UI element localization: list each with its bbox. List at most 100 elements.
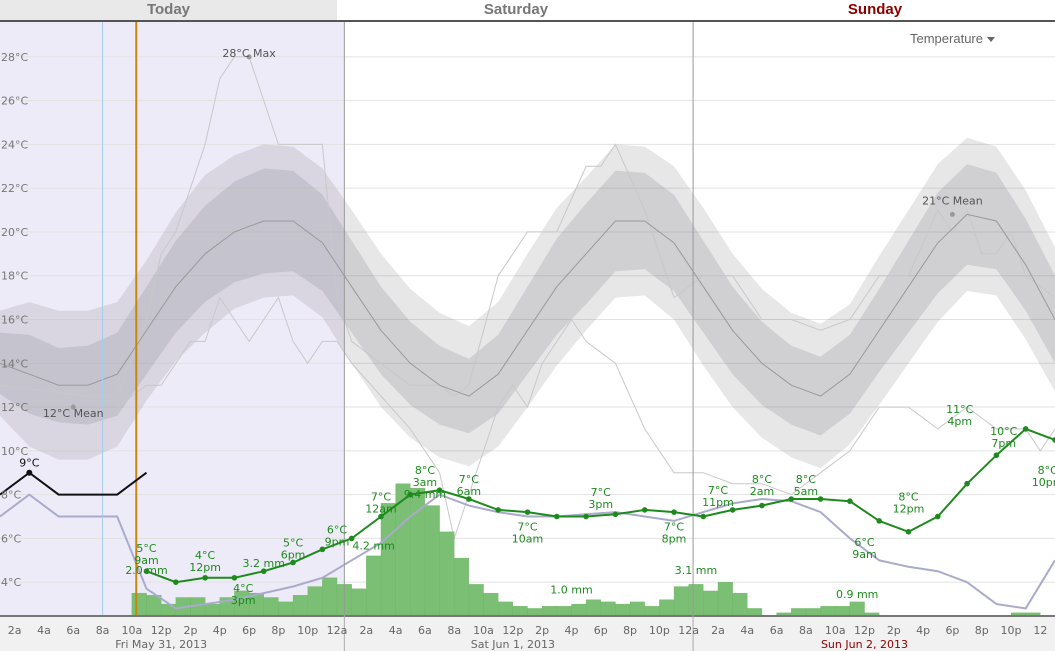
x-tick-label: 2p — [183, 624, 197, 637]
forecast-point — [290, 559, 296, 566]
precip-bar — [659, 599, 675, 616]
annotation-label: 5am — [794, 485, 818, 498]
history-min-line — [116, 296, 1055, 541]
precip-bar — [454, 557, 470, 616]
x-tick-label: 10a — [473, 624, 494, 637]
forecast-point — [671, 509, 677, 515]
x-tick-label: 10a — [825, 624, 846, 637]
observed-line — [0, 471, 148, 496]
y-tick-label: 6°C — [1, 532, 21, 545]
x-tick-label: 2p — [535, 624, 549, 637]
annotation-label: 4.2 mm — [352, 539, 394, 552]
forecast-point — [466, 496, 472, 502]
forecast-point — [1022, 426, 1029, 432]
annotation-label: 4°C — [233, 582, 253, 595]
temperature-dropdown[interactable]: Temperature — [910, 31, 995, 46]
x-tick-label: 8p — [975, 624, 989, 637]
y-tick-label: 20°C — [1, 226, 28, 239]
day-header-sunday[interactable]: Sunday — [695, 0, 1055, 21]
annotation-label: 9am — [134, 554, 158, 567]
x-tick-label: 10p — [649, 624, 670, 637]
x-tick-label: 6a — [66, 624, 80, 637]
precip-bar — [747, 608, 763, 616]
precip-bar — [278, 601, 294, 616]
annotation-label: 2am — [750, 485, 774, 498]
annotation-label: 7°C — [517, 521, 537, 534]
annotation-label: 12am — [365, 503, 396, 516]
x-tick-label: 8p — [271, 624, 285, 637]
y-tick-label: 8°C — [1, 489, 21, 502]
x-tick-label: 4p — [213, 624, 227, 637]
precip-bar — [263, 597, 279, 616]
day-header-today-label: Today — [146, 1, 191, 18]
precip-bar — [571, 603, 587, 616]
precip-bar — [1010, 612, 1026, 616]
annotation-label: 8°C — [415, 464, 435, 477]
x-tick-label: 4p — [564, 624, 578, 637]
forecast-point — [1052, 437, 1055, 443]
precip-bar — [366, 555, 382, 616]
precip-bar — [835, 606, 851, 616]
precip-bar — [204, 603, 220, 616]
precip-bar — [322, 577, 338, 616]
x-tick-label: 4a — [389, 624, 403, 637]
precip-bar — [732, 592, 748, 616]
x-axis-strip — [0, 615, 1055, 651]
y-tick-label: 14°C — [1, 357, 28, 370]
forecast-point — [436, 487, 443, 494]
annotation-label: 6°C — [854, 536, 874, 549]
precip-bar — [307, 586, 323, 616]
day-header-today[interactable]: Today — [0, 0, 337, 21]
annotation-label: 3pm — [588, 498, 613, 511]
annotation-label: 8°C — [752, 473, 772, 486]
forecast-point — [876, 518, 882, 524]
x-tick-label: 10a — [122, 624, 143, 637]
annotation-label: 9pm — [325, 535, 350, 548]
forecast-point — [260, 568, 267, 575]
day-date-label: Fri May 31, 2013 — [115, 638, 207, 651]
forecast-point — [612, 511, 619, 518]
y-tick-label: 12°C — [1, 401, 28, 414]
precip-bar — [292, 595, 308, 616]
x-tick-label: 12a — [327, 624, 348, 637]
forecast-point — [378, 513, 384, 520]
forecast-point — [348, 535, 355, 542]
day-header-saturday-label: Saturday — [483, 1, 549, 18]
forecast-line — [146, 427, 1055, 584]
annotation-label: 12pm — [893, 503, 925, 516]
annotation-label: 9.4 mm — [404, 488, 446, 501]
x-tick-label: 2a — [359, 624, 373, 637]
mean-point — [70, 404, 76, 410]
precip-bar — [351, 588, 367, 616]
annotation-label: 8°C — [796, 473, 816, 486]
y-tick-label: 10°C — [1, 445, 28, 458]
forecast-point — [905, 529, 912, 535]
precip-bar — [805, 608, 821, 616]
y-tick-label: 22°C — [1, 182, 28, 195]
forecast-point — [202, 574, 208, 581]
x-tick-label: 12p — [502, 624, 523, 637]
annotation-label: 11°C — [946, 403, 973, 416]
forecast-point — [847, 498, 853, 504]
precip-bar — [820, 606, 836, 616]
annotation-label: 5°C — [136, 542, 156, 555]
x-tick-label: 6p — [594, 624, 608, 637]
forecast-point — [407, 491, 414, 498]
precip-bar — [864, 612, 880, 616]
x-tick-label: 4p — [916, 624, 930, 637]
x-tick-label: 12p — [854, 624, 875, 637]
precip-bar — [791, 608, 807, 616]
x-tick-label: 12a — [678, 624, 699, 637]
precip-bar — [424, 505, 440, 616]
precip-bar — [673, 586, 689, 616]
forecast-point — [231, 574, 238, 581]
annotation-label: 6pm — [281, 548, 306, 561]
day-header-saturday[interactable]: Saturday — [337, 0, 695, 21]
history-band-inner — [0, 164, 1055, 436]
precip-bar — [512, 606, 528, 616]
forecast-point — [993, 452, 1000, 459]
y-tick-label: 24°C — [1, 138, 28, 151]
annotation-label: 3.1 mm — [675, 564, 717, 577]
max-point — [246, 54, 252, 60]
